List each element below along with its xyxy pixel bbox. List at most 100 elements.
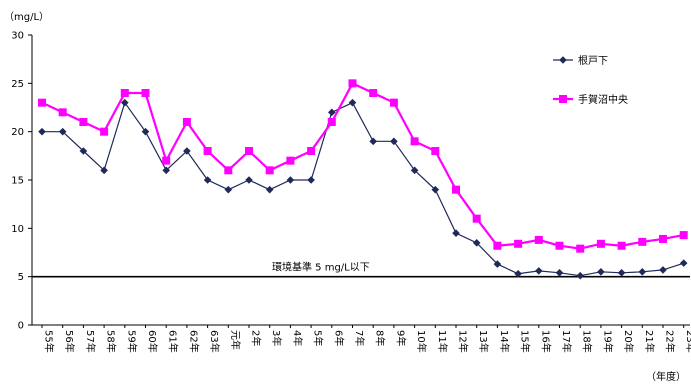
data-point-square bbox=[659, 234, 667, 243]
x-tick-label: 17年 bbox=[560, 330, 573, 353]
data-point-square bbox=[596, 239, 605, 248]
legend-marker-square bbox=[559, 95, 567, 103]
data-point-diamond bbox=[369, 137, 377, 146]
x-tick-label: 59年 bbox=[125, 330, 138, 353]
data-point-square bbox=[638, 237, 647, 246]
x-tick-label: 23年 bbox=[684, 330, 691, 353]
data-point-diamond bbox=[555, 269, 564, 277]
data-point-square bbox=[141, 89, 150, 97]
x-tick-label: 11年 bbox=[436, 330, 449, 353]
data-point-diamond bbox=[286, 176, 295, 184]
data-point-diamond bbox=[597, 268, 605, 276]
x-tick-label: 10年 bbox=[415, 330, 428, 353]
data-point-diamond bbox=[431, 185, 440, 194]
x-axis-unit-label: （年度） bbox=[646, 370, 686, 383]
data-point-square bbox=[576, 244, 585, 253]
data-point-square bbox=[555, 241, 564, 250]
data-point-diamond bbox=[162, 166, 170, 175]
data-point-square bbox=[452, 185, 460, 194]
data-point-diamond bbox=[58, 127, 67, 136]
data-point-square bbox=[79, 118, 88, 126]
data-point-diamond bbox=[535, 267, 543, 275]
x-tick-label: 2年 bbox=[250, 330, 263, 346]
legend-marker-diamond bbox=[559, 56, 567, 64]
data-point-diamond bbox=[410, 166, 419, 175]
data-point-diamond bbox=[100, 166, 108, 175]
y-tick-label: 10 bbox=[11, 224, 24, 235]
data-point-square bbox=[348, 79, 357, 88]
y-tick-label: 5 bbox=[18, 272, 24, 283]
data-point-diamond bbox=[452, 229, 460, 237]
x-tick-label: 4年 bbox=[291, 330, 304, 346]
y-tick-label: 25 bbox=[11, 79, 24, 90]
x-tick-label: 16年 bbox=[539, 330, 552, 353]
reference-line-group: 環境基準 5 mg/L以下 bbox=[32, 261, 690, 278]
data-point-diamond bbox=[79, 147, 88, 155]
data-point-square bbox=[327, 118, 336, 126]
data-point-square bbox=[265, 166, 274, 175]
data-point-diamond bbox=[307, 176, 315, 184]
data-point-square bbox=[514, 239, 523, 248]
data-point-square bbox=[224, 166, 233, 175]
data-point-square bbox=[679, 231, 688, 240]
data-point-square bbox=[389, 98, 398, 107]
data-point-diamond bbox=[121, 98, 129, 107]
data-point-square bbox=[410, 137, 419, 146]
data-point-square bbox=[100, 127, 109, 136]
data-point-square bbox=[38, 98, 46, 107]
data-point-diamond bbox=[679, 259, 688, 267]
data-point-diamond bbox=[576, 271, 584, 280]
x-axis-ticks: 55年 56年 57年 58年 59年 60年 61年 62年 63年 元年 2年 3年 4年 5年 6年 7… bbox=[41, 325, 691, 353]
data-point-diamond bbox=[38, 127, 46, 136]
legend-label: 根戸下 bbox=[578, 54, 608, 67]
x-tick-label: 20年 bbox=[622, 330, 635, 353]
x-tick-label: 56年 bbox=[63, 330, 76, 353]
data-point-diamond bbox=[203, 176, 212, 184]
data-point-square bbox=[162, 156, 171, 165]
data-point-diamond bbox=[493, 260, 502, 268]
data-point-square bbox=[493, 241, 502, 250]
x-tick-label: 57年 bbox=[84, 330, 97, 353]
data-point-diamond bbox=[224, 185, 233, 194]
data-point-diamond bbox=[617, 269, 626, 277]
y-tick-label: 15 bbox=[11, 176, 24, 187]
data-point-square bbox=[203, 147, 212, 155]
x-tick-label: 15年 bbox=[519, 330, 532, 353]
y-tick-label: 0 bbox=[18, 321, 24, 332]
y-axis-unit-label: （mg/L） bbox=[4, 11, 49, 23]
data-point-square bbox=[245, 147, 253, 155]
x-tick-label: 58年 bbox=[105, 330, 118, 353]
series-group bbox=[38, 79, 688, 280]
x-tick-label: 8年 bbox=[374, 330, 387, 346]
data-point-diamond bbox=[265, 185, 274, 194]
series-line bbox=[42, 101, 684, 277]
data-point-square bbox=[534, 235, 543, 244]
y-tick-label: 30 bbox=[11, 31, 24, 42]
x-tick-label: 5年 bbox=[312, 330, 325, 346]
x-tick-label: 6年 bbox=[332, 330, 345, 346]
x-tick-label: 21年 bbox=[643, 330, 656, 353]
x-tick-label: 63年 bbox=[208, 330, 221, 353]
data-point-diamond bbox=[348, 98, 357, 107]
legend-label: 手賀沼中央 bbox=[578, 93, 628, 106]
series-1 bbox=[38, 98, 688, 280]
data-point-diamond bbox=[638, 268, 647, 276]
data-point-square bbox=[617, 241, 626, 250]
data-point-diamond bbox=[183, 147, 191, 155]
x-tick-label: 元年 bbox=[229, 330, 242, 350]
data-point-diamond bbox=[390, 137, 398, 146]
x-tick-label: 19年 bbox=[601, 330, 614, 353]
data-point-diamond bbox=[141, 127, 150, 136]
data-point-square bbox=[286, 156, 295, 165]
y-tick-label: 20 bbox=[11, 127, 24, 138]
data-point-diamond bbox=[659, 266, 667, 274]
data-point-diamond bbox=[472, 239, 481, 247]
chart-axes bbox=[31, 35, 690, 326]
x-tick-label: 13年 bbox=[477, 330, 490, 353]
x-tick-label: 14年 bbox=[498, 330, 511, 353]
x-tick-label: 55年 bbox=[43, 330, 56, 353]
data-point-square bbox=[120, 89, 129, 97]
y-axis-ticks: 0 5 10 15 20 25 30 bbox=[11, 31, 32, 332]
